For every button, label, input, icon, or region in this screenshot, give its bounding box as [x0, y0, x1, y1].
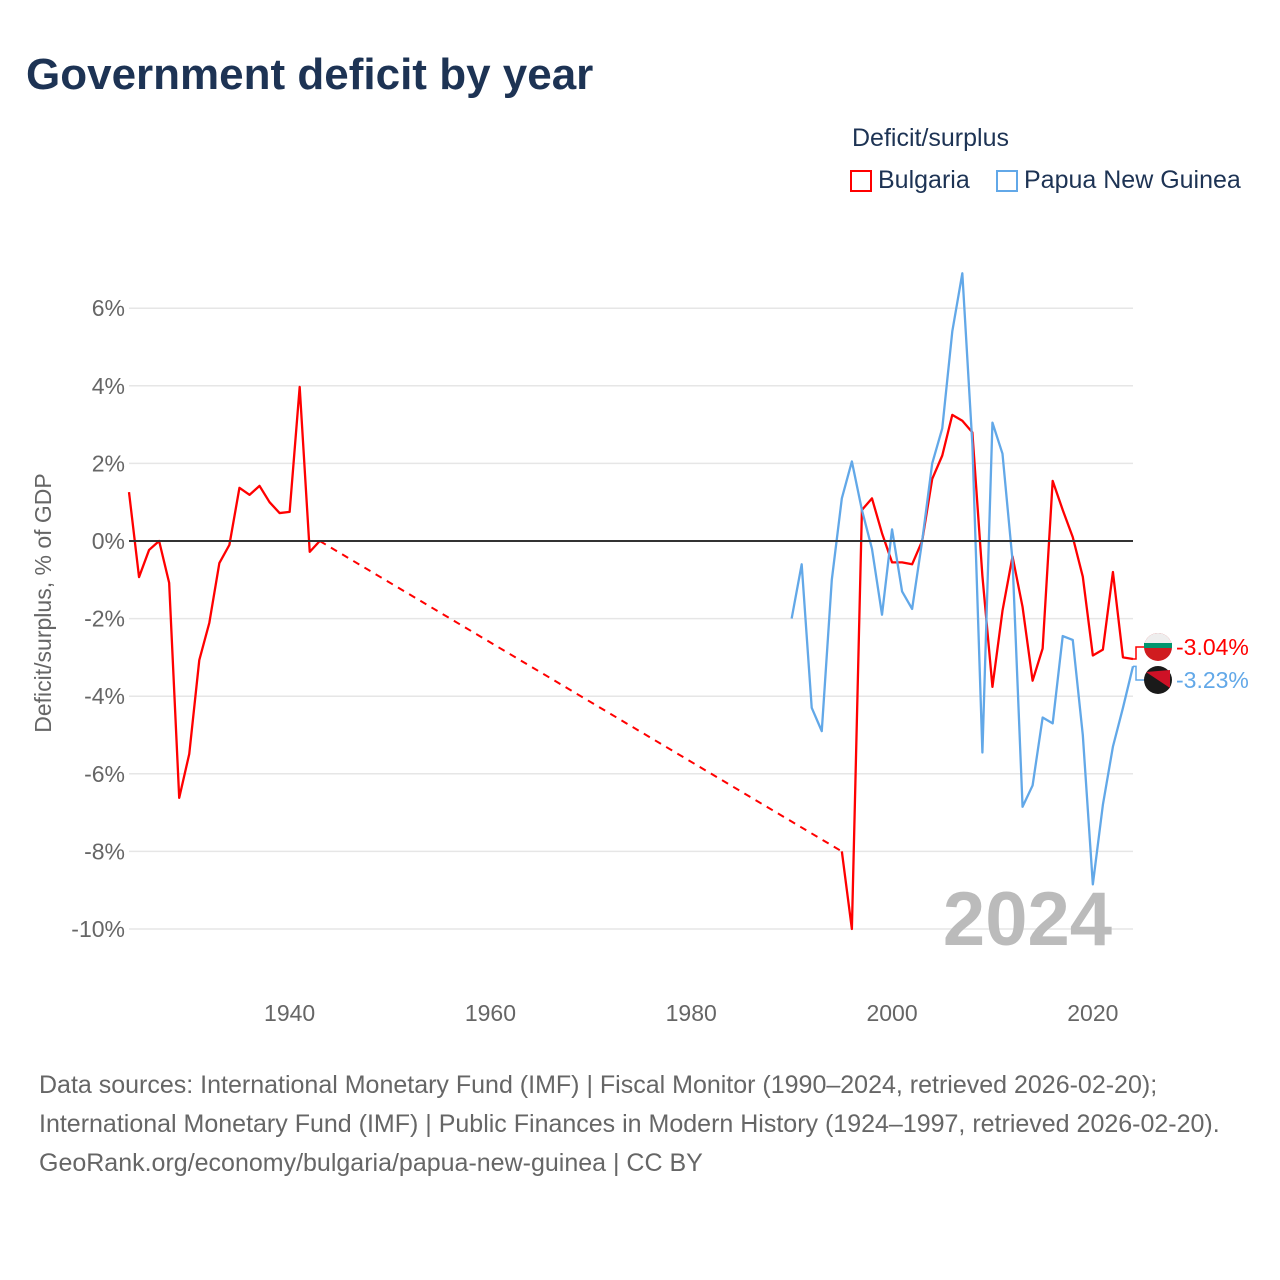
series-gap-line-bulgaria	[319, 540, 843, 853]
x-tick-label: 2020	[1067, 1000, 1118, 1026]
footer: Data sources: International Monetary Fun…	[39, 1066, 1249, 1183]
legend-label: Bulgaria	[878, 166, 970, 194]
y-tick-label: -8%	[84, 838, 125, 864]
flag-stripe	[1146, 670, 1170, 688]
end-value-label: -3.23%	[1176, 667, 1249, 693]
x-tick-label: 1980	[666, 1000, 717, 1026]
y-tick-label: 6%	[92, 295, 125, 321]
data-sources: Data sources: International Monetary Fun…	[39, 1071, 1220, 1138]
y-tick-label: 2%	[92, 450, 125, 476]
year-watermark: 2024	[943, 877, 1112, 962]
end-label-connector	[1133, 665, 1146, 681]
end-value-label: -3.04%	[1176, 634, 1249, 660]
source-link[interactable]: GeoRank.org/economy/bulgaria/papua-new-g…	[39, 1149, 703, 1177]
y-tick-label: 4%	[92, 373, 125, 399]
x-tick-label: 2000	[866, 1000, 917, 1026]
chart-title: Government deficit by year	[26, 50, 594, 99]
x-tick-label: 1940	[264, 1000, 315, 1026]
legend-title: Deficit/surplus	[852, 124, 1009, 152]
legend-item-bulgaria[interactable]: Bulgaria	[850, 166, 970, 195]
series-line-bulgaria	[840, 413, 1134, 931]
legend-swatch-papua-new-guinea	[996, 169, 1018, 192]
y-tick-label: -2%	[84, 606, 125, 632]
flag-stripe	[1144, 643, 1172, 648]
x-tick-label: 1960	[465, 1000, 516, 1026]
y-axis-label: Deficit/surplus, % of GDP	[30, 473, 56, 732]
legend-swatch-bulgaria	[850, 169, 872, 192]
series-line-bulgaria	[127, 385, 321, 800]
y-tick-label: 0%	[92, 528, 125, 554]
series-line-papua-new-guinea	[790, 272, 1135, 886]
legend-label: Papua New Guinea	[1024, 166, 1241, 194]
legend-item-papua-new-guinea[interactable]: Papua New Guinea	[996, 166, 1241, 195]
y-tick-label: -4%	[84, 683, 125, 709]
y-tick-label: -6%	[84, 761, 125, 787]
end-label-connector	[1133, 646, 1146, 660]
y-tick-label: -10%	[71, 916, 125, 942]
